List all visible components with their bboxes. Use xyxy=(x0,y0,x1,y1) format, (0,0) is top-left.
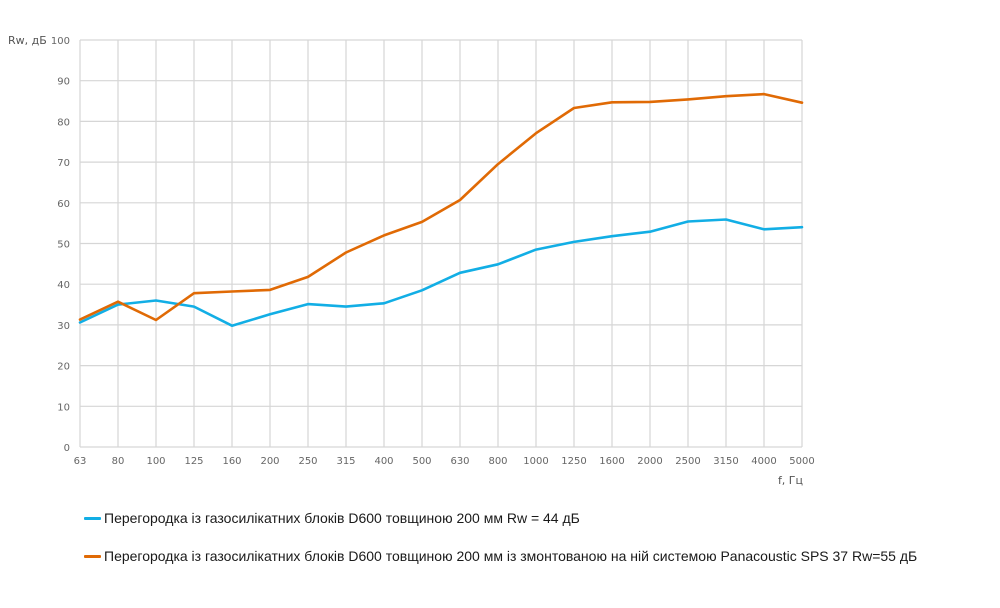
x-tick-label: 2500 xyxy=(675,456,700,467)
x-tick-label: 1250 xyxy=(561,456,586,467)
x-tick-label: 2000 xyxy=(637,456,662,467)
x-tick-label: 400 xyxy=(374,456,393,467)
y-axis-label: Rw, дБ xyxy=(8,34,47,47)
x-tick-label: 630 xyxy=(450,456,469,467)
y-tick-label: 80 xyxy=(57,117,70,128)
y-tick-label: 70 xyxy=(57,158,70,169)
x-axis-label: f, Гц xyxy=(778,474,803,487)
x-tick-label: 315 xyxy=(336,456,355,467)
y-tick-label: 10 xyxy=(57,402,70,413)
y-tick-label: 50 xyxy=(57,240,70,251)
x-tick-label: 160 xyxy=(222,456,241,467)
series-line-2 xyxy=(78,92,804,322)
y-tick-label: 100 xyxy=(51,36,70,47)
series-line-1 xyxy=(78,218,804,328)
legend-item-series-2[interactable]: Перегородка із газосилікатних блоків D60… xyxy=(84,548,964,564)
x-tick-label: 3150 xyxy=(713,456,738,467)
y-axis-ticks: 0 10 20 30 40 50 60 70 80 90 100 xyxy=(51,36,70,454)
legend-label-series-1: Перегородка із газосилікатних блоків D60… xyxy=(104,510,580,526)
x-tick-label: 1000 xyxy=(523,456,548,467)
y-tick-label: 40 xyxy=(57,280,70,291)
y-tick-label: 30 xyxy=(57,321,70,332)
x-tick-label: 125 xyxy=(184,456,203,467)
x-tick-label: 500 xyxy=(412,456,431,467)
x-axis-ticks: 63 80 100 125 160 200 250 315 400 500 630 800 1000 12… xyxy=(74,456,815,467)
x-tick-label: 63 xyxy=(74,456,87,467)
y-tick-label: 90 xyxy=(57,77,70,88)
x-tick-label: 80 xyxy=(112,456,125,467)
x-tick-label: 5000 xyxy=(789,456,814,467)
grid xyxy=(79,39,803,448)
x-tick-label: 100 xyxy=(146,456,165,467)
y-tick-label: 20 xyxy=(57,362,70,373)
x-tick-label: 800 xyxy=(488,456,507,467)
x-tick-label: 4000 xyxy=(751,456,776,467)
x-tick-label: 1600 xyxy=(599,456,624,467)
legend-item-series-1[interactable]: Перегородка із газосилікатних блоків D60… xyxy=(84,510,964,526)
series-lines xyxy=(78,92,804,328)
legend-swatch-blue-icon xyxy=(84,517,101,520)
x-tick-label: 200 xyxy=(260,456,279,467)
line-chart: 0 10 20 30 40 50 60 70 80 90 100 63 80 100 125 160 200 2… xyxy=(8,34,815,487)
legend-swatch-orange-icon xyxy=(84,555,101,558)
legend-label-series-2: Перегородка із газосилікатних блоків D60… xyxy=(104,548,918,564)
y-tick-label: 60 xyxy=(57,199,70,210)
y-tick-label: 0 xyxy=(64,443,70,454)
x-tick-label: 250 xyxy=(298,456,317,467)
